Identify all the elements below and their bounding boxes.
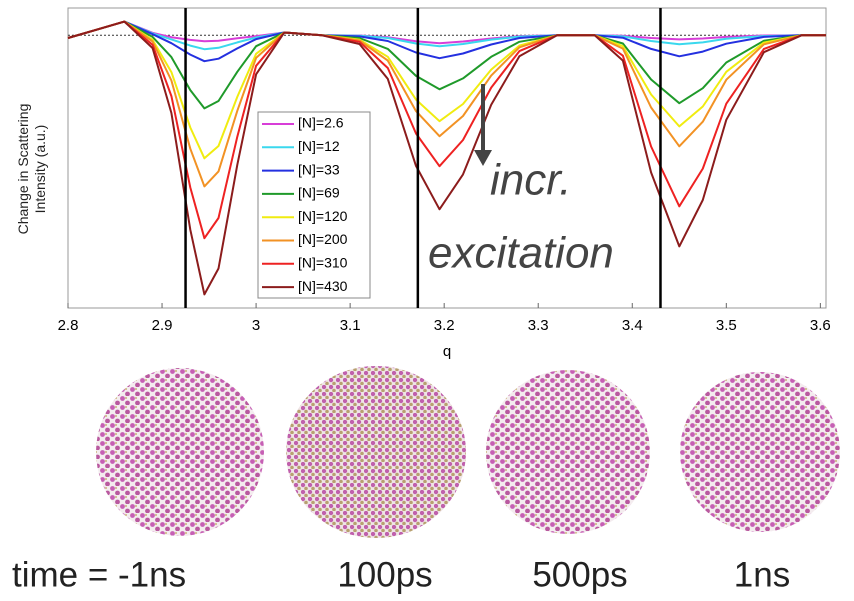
legend-label: [N]=33 (298, 161, 340, 177)
nanoparticle (286, 366, 466, 538)
x-tick-label: 3.2 (434, 317, 455, 334)
snapshot-label: 500ps (532, 555, 627, 594)
nanoparticles (96, 366, 840, 538)
nanoparticle (96, 368, 264, 536)
legend-label: [N]=430 (298, 278, 348, 294)
series-line (67, 20, 826, 45)
series-line (67, 20, 826, 296)
x-tick-label: 3.3 (528, 317, 549, 334)
legend-label: [N]=200 (298, 231, 348, 247)
x-tick-label: 3.6 (810, 317, 831, 334)
snapshot-label: 1ns (734, 555, 790, 594)
legend-label: [N]=120 (298, 208, 348, 224)
x-tick-label: 3.5 (716, 317, 737, 334)
legend-label: [N]=2.6 (298, 115, 344, 131)
snapshot-label: 100ps (337, 555, 432, 594)
series-line (67, 20, 826, 110)
arrow-head (474, 150, 492, 166)
x-tick-label: 3.4 (622, 317, 643, 334)
x-tick-label: 2.9 (152, 317, 173, 334)
series-line (67, 20, 826, 63)
nanoparticle (680, 372, 840, 532)
series-line (67, 20, 826, 160)
series-line (67, 20, 826, 240)
x-axis-label: q (443, 343, 451, 360)
annotation: excitation (428, 229, 614, 278)
legend (257, 111, 371, 299)
x-tick-label: 3.1 (340, 317, 361, 334)
legend-label: [N]=310 (298, 255, 348, 271)
snapshot-label: time = -1ns (12, 555, 186, 594)
series-line (67, 20, 826, 188)
x-tick-label: 2.8 (58, 317, 79, 334)
series-line (67, 20, 826, 51)
legend-label: [N]=12 (298, 138, 340, 154)
legend-label: [N]=69 (298, 185, 340, 201)
x-tick-label: 3 (252, 317, 260, 334)
plot-frame (67, 7, 827, 309)
nanoparticle (486, 370, 650, 534)
y-axis-label: Change in Scattering Intensity (a.u.) (15, 103, 48, 235)
annotation: incr. (490, 156, 572, 205)
